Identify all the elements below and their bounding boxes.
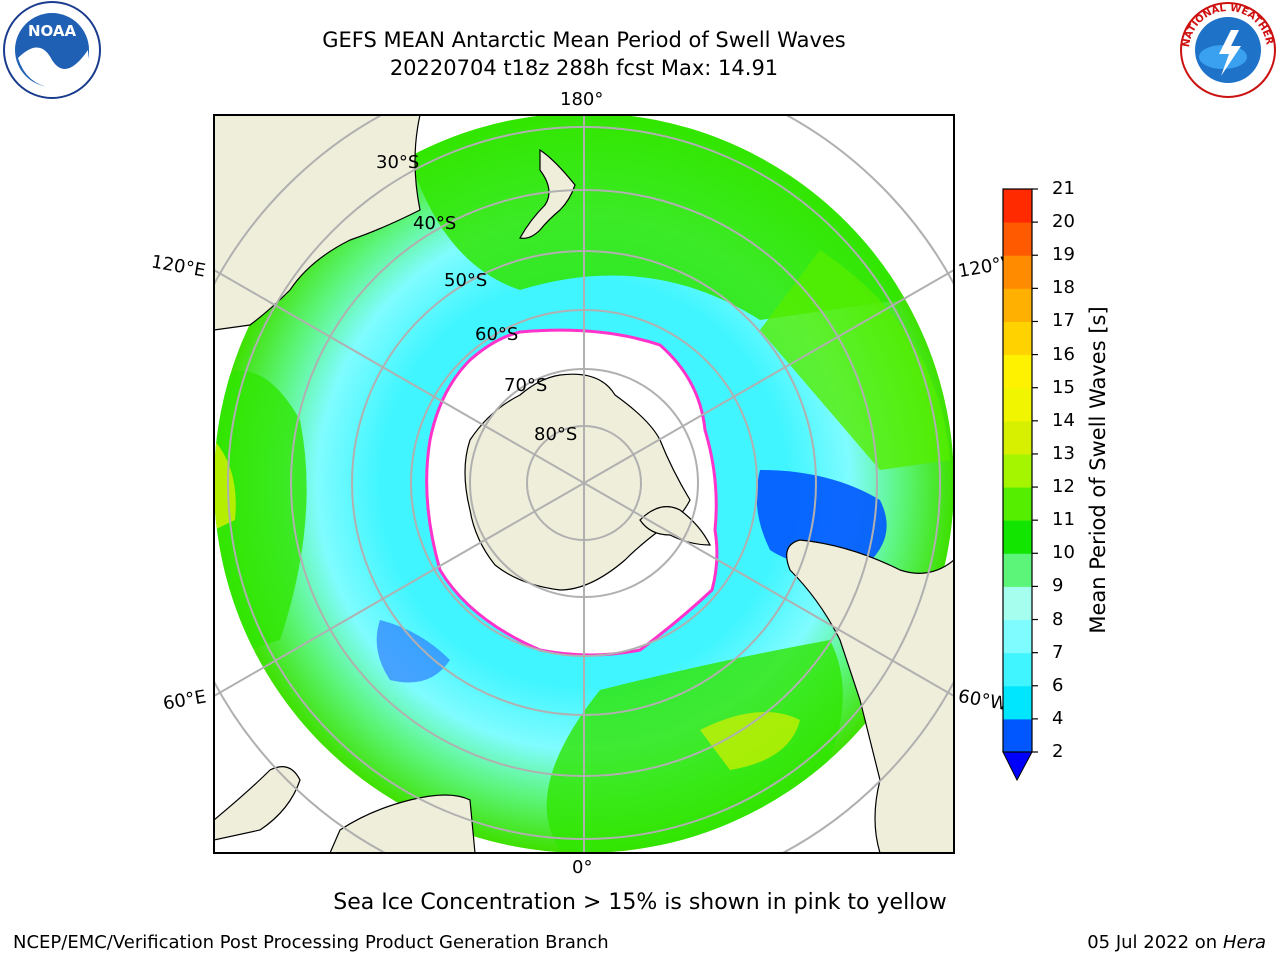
colorbar-segment <box>1003 321 1032 356</box>
lat-label-60s: 60°S <box>475 324 519 345</box>
colorbar-tick-label: 12 <box>1052 476 1075 498</box>
noaa-logo-text: NOAA <box>28 22 77 40</box>
colorbar-tick-label: 21 <box>1052 178 1075 199</box>
colorbar-tick-label: 2 <box>1052 741 1064 762</box>
footer-credit: NCEP/EMC/Verification Post Processing Pr… <box>13 932 609 953</box>
colorbar-segment <box>1003 354 1032 389</box>
nws-logo: NATIONAL WEATHER SERVICE <box>1175 0 1276 98</box>
colorbar-segment <box>1003 652 1032 687</box>
colorbar-segment <box>1003 387 1032 422</box>
colorbar-segment <box>1003 255 1032 289</box>
colorbar-label: Mean Period of Swell Waves [s] <box>1086 306 1110 634</box>
lat-label-40s: 40°S <box>413 213 457 234</box>
title-line-2: 20220704 t18z 288h fcst Max: 14.91 <box>389 56 779 80</box>
antarctica <box>464 373 691 591</box>
colorbar-tick-label: 13 <box>1052 442 1075 464</box>
footer-date: 05 Jul 2022 on Hera <box>1087 932 1266 953</box>
colorbar-tick-label: 17 <box>1052 310 1075 332</box>
graticule <box>214 115 954 853</box>
colorbar-segment <box>1003 288 1032 322</box>
colorbar-tick-label: 19 <box>1052 244 1075 266</box>
colorbar-segment <box>1003 453 1032 488</box>
noaa-logo: NOAA <box>3 1 101 99</box>
lat-label-30s: 30°S <box>376 152 420 173</box>
land <box>214 115 954 853</box>
colorbar-segment <box>1003 420 1032 455</box>
colorbar-tick-label: 10 <box>1052 542 1075 564</box>
colorbar-segment <box>1003 487 1032 521</box>
colorbar-tick-label: 15 <box>1052 376 1075 398</box>
lon-label-0: 0° <box>572 857 593 878</box>
colorbar-segment <box>1003 189 1032 223</box>
lat-label-70s: 70°S <box>504 375 548 396</box>
colorbar-tick-label: 16 <box>1052 343 1075 365</box>
lat-label-80s: 80°S <box>534 424 578 445</box>
colorbar-tick-label: 18 <box>1052 277 1075 299</box>
lon-label-180: 180° <box>560 89 604 110</box>
footer-machine: Hera <box>1222 932 1266 953</box>
map-frame <box>213 114 955 854</box>
colorbar-tick-label: 8 <box>1052 608 1064 630</box>
colorbar-segment <box>1003 553 1032 587</box>
colorbar-segment <box>1003 222 1032 256</box>
colorbar-frame <box>1002 188 1033 753</box>
sea-ice-caption: Sea Ice Concentration > 15% is shown in … <box>333 890 947 915</box>
colorbar-segment <box>1003 685 1032 720</box>
title-line-1: GEFS MEAN Antarctic Mean Period of Swell… <box>322 28 846 52</box>
colorbar-segment <box>1003 586 1032 621</box>
colorbar-tick-label: 14 <box>1052 409 1075 431</box>
colorbar-under-arrow <box>1002 751 1033 782</box>
antarctic-peninsula <box>639 506 711 546</box>
colorbar-tick-label: 9 <box>1052 575 1064 597</box>
colorbar-segment <box>1003 619 1032 654</box>
colorbar-segment <box>1003 520 1032 554</box>
colorbar-tick-label: 20 <box>1052 211 1075 233</box>
colorbar-tick-label: 11 <box>1052 509 1075 531</box>
colorbar-segment <box>1003 718 1032 753</box>
colorbar-tick-label: 6 <box>1052 674 1064 696</box>
colorbar-tick-label: 4 <box>1052 707 1064 729</box>
footer-date-text: 05 Jul 2022 on <box>1087 932 1218 953</box>
lat-label-50s: 50°S <box>444 270 488 291</box>
colorbar-tick-label: 7 <box>1052 641 1064 663</box>
